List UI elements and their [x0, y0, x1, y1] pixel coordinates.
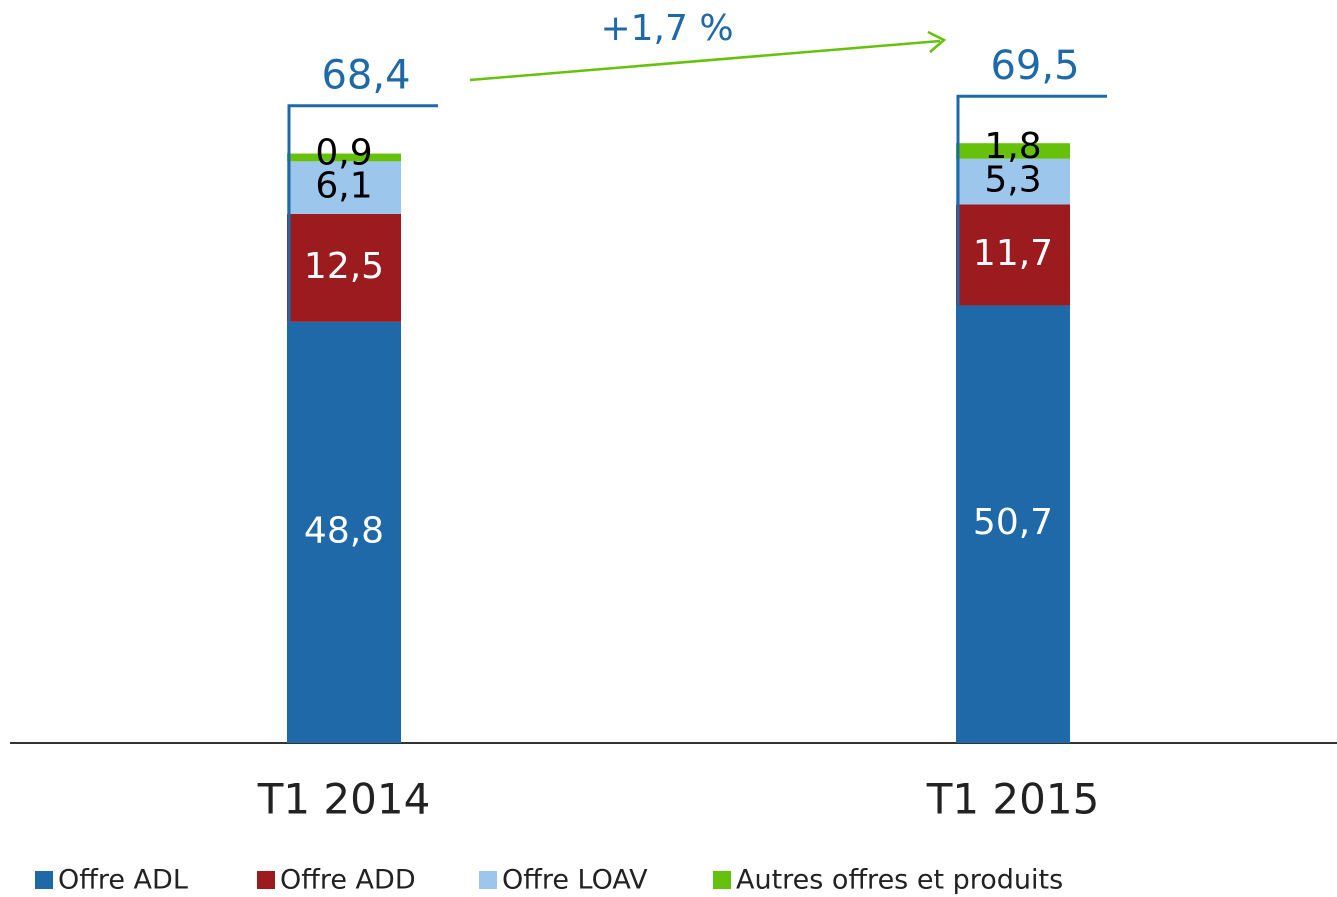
bar-segment [956, 143, 1070, 159]
bar-segment [956, 158, 1070, 205]
value-label: 50,7 [973, 502, 1053, 543]
legend-swatch [257, 871, 275, 889]
bar-segment [287, 321, 401, 743]
legend-swatch [35, 871, 53, 889]
bar-segment [287, 213, 401, 322]
growth-label: +1,7 % [600, 8, 733, 49]
bar-segment [956, 305, 1070, 743]
value-label: 1,8 [984, 126, 1041, 167]
total-bracket [956, 94, 1107, 743]
value-label: 0,9 [315, 132, 372, 173]
legend-swatch [713, 871, 731, 889]
total-label: 69,5 [990, 43, 1079, 89]
value-label: 5,3 [984, 160, 1041, 201]
legend-label: Offre LOAV [502, 865, 648, 896]
legend-label: Offre ADD [280, 865, 416, 896]
growth-arrow [469, 39, 941, 82]
x-tick-label: T1 2014 [257, 775, 431, 824]
bar-segment [956, 204, 1070, 306]
value-label: 6,1 [315, 166, 372, 207]
legend-label: Offre ADL [58, 865, 188, 896]
value-label: 11,7 [973, 233, 1053, 274]
x-tick-label: T1 2015 [926, 775, 1100, 824]
legend-swatch [479, 871, 497, 889]
value-label: 48,8 [304, 510, 384, 551]
arrow-head [927, 30, 947, 53]
value-label: 12,5 [304, 246, 384, 287]
total-bracket [287, 104, 438, 743]
total-label: 68,4 [321, 53, 410, 99]
legend-label: Autres offres et produits [736, 865, 1063, 896]
bar-segment [287, 161, 401, 214]
bar-segment [287, 153, 401, 162]
